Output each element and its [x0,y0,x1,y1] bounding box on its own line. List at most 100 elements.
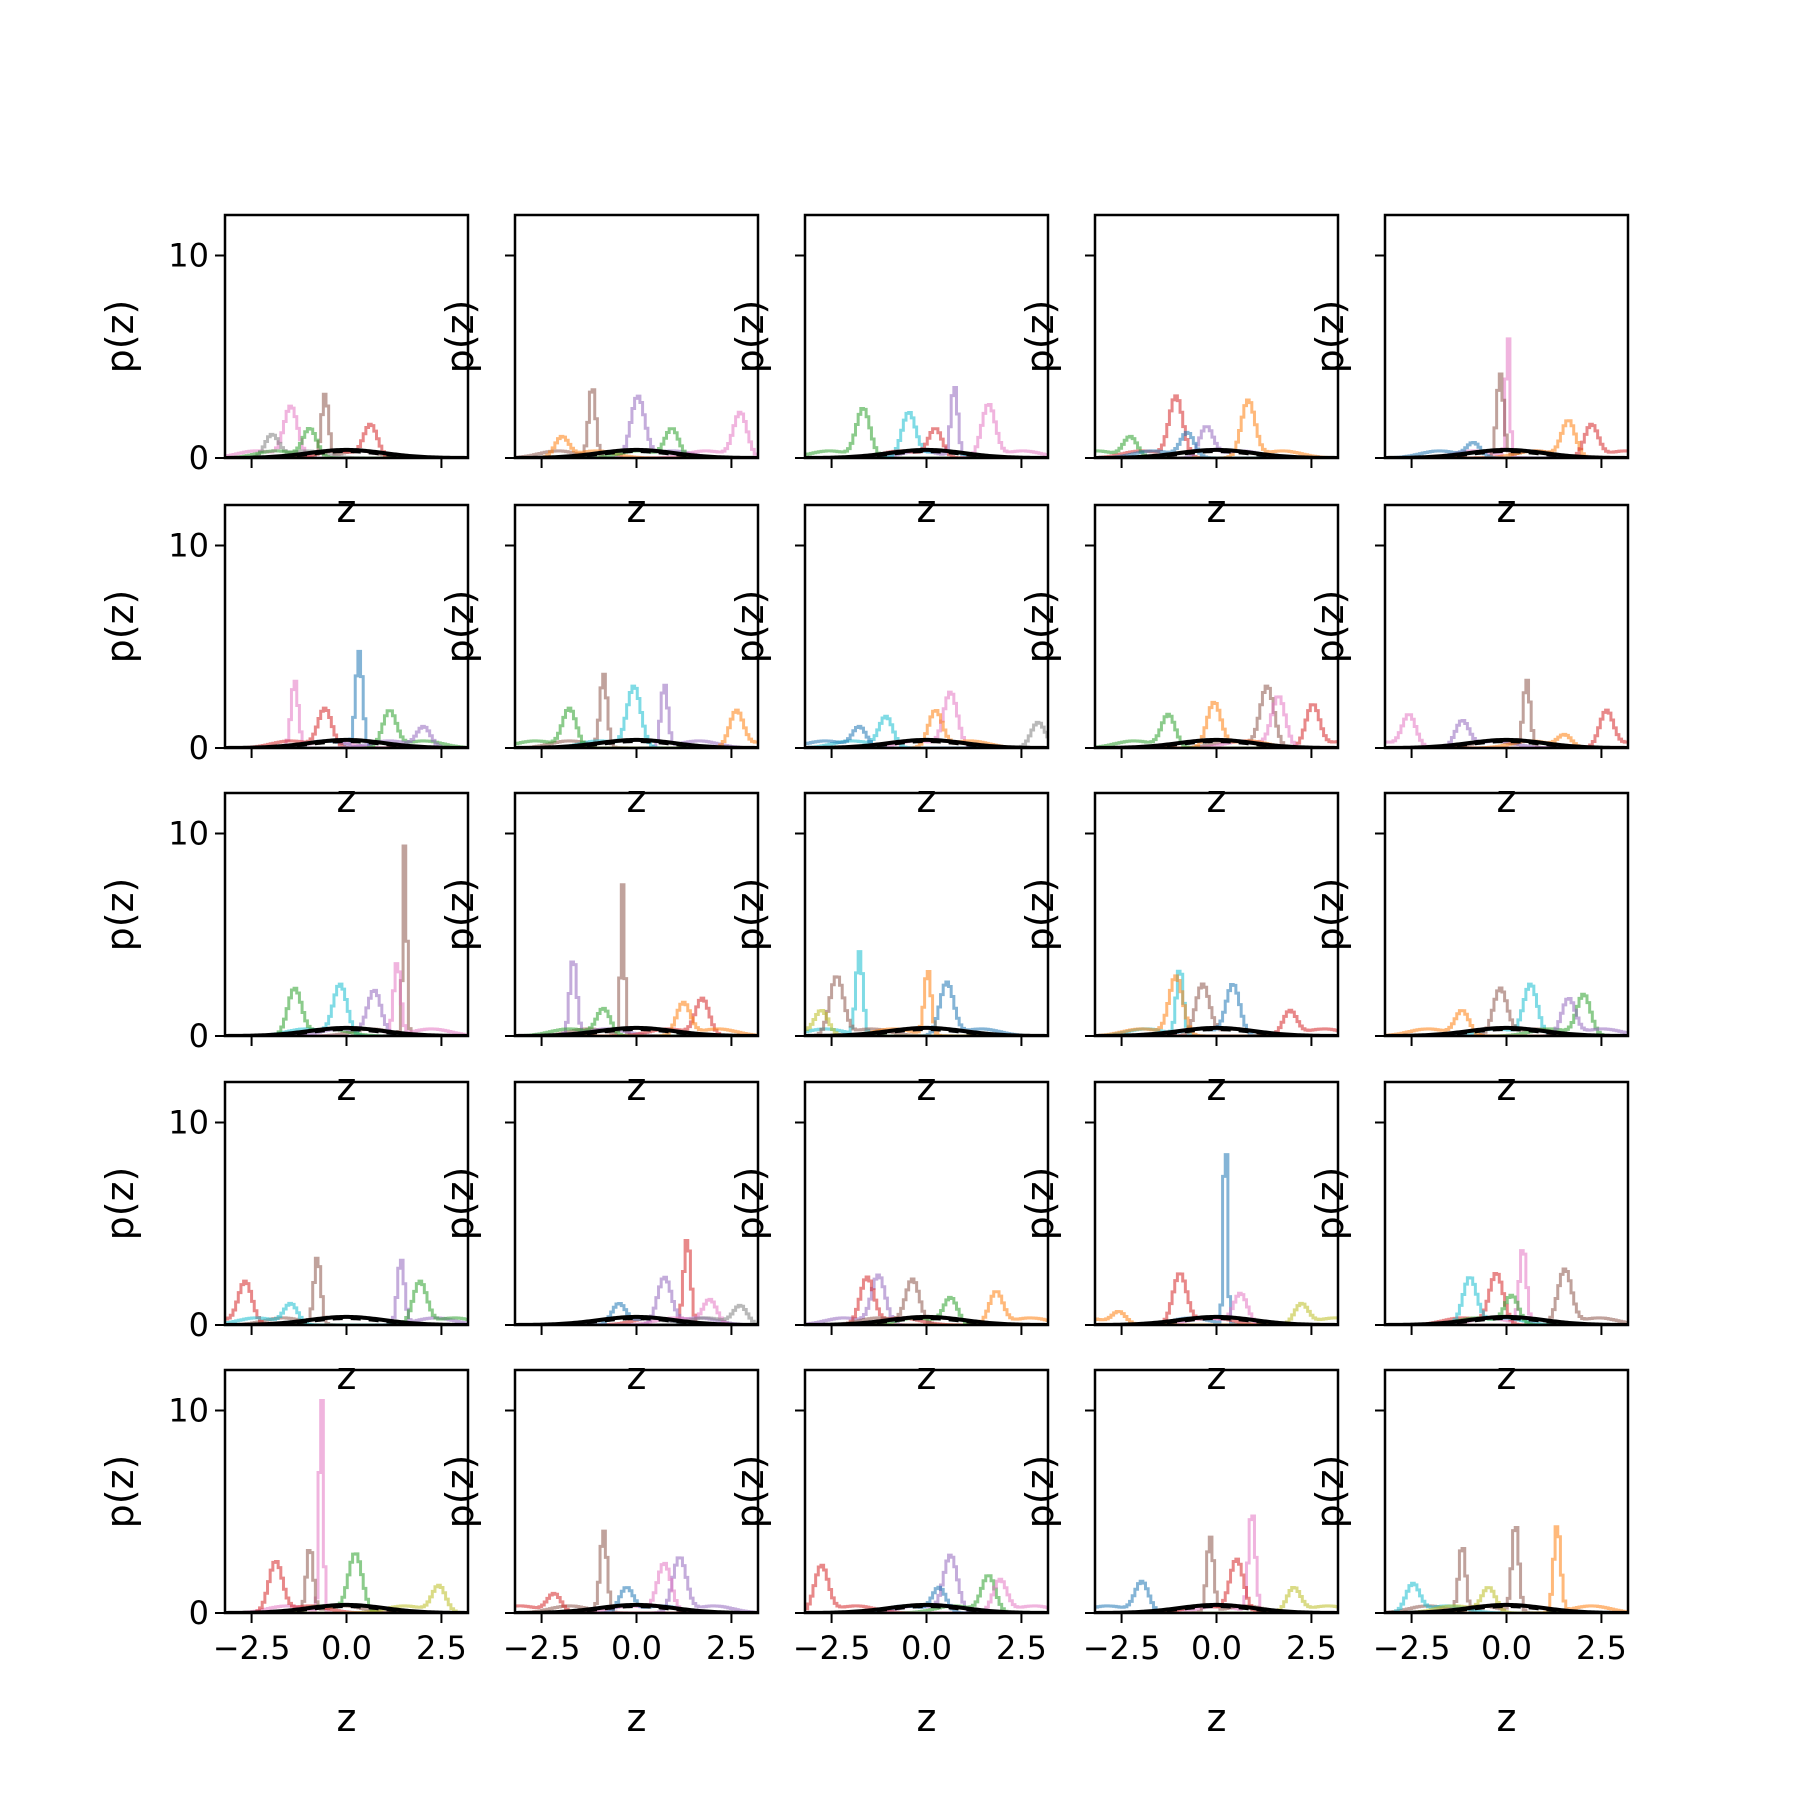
plot-area [805,690,1048,748]
subplot-2: z p(z) [438,213,760,531]
plot-area [1095,1153,1338,1325]
series-line [805,975,1048,1036]
y-tick-label: 0 [189,1017,209,1055]
series-line [225,1279,468,1325]
axes-frame [1383,1080,1630,1327]
x-tick-label: −2.5 [793,1629,871,1667]
plot-area [515,883,758,1036]
plot-area [1095,394,1338,458]
x-tick-label: 2.5 [1286,1629,1337,1667]
x-axis-label: z [337,777,357,821]
y-axis-label: p(z) [438,1167,482,1241]
y-axis-label: p(z) [1018,590,1062,664]
y-axis-label: p(z) [1308,1167,1352,1241]
x-axis-label: z [1497,777,1517,821]
axes-frame [803,791,1050,1038]
x-axis-label: z [917,1065,937,1109]
series-line [1385,1581,1628,1613]
y-axis-label: p(z) [438,300,482,374]
y-tick-label: 10 [168,527,209,565]
series-line [515,996,758,1036]
series-line [1385,372,1628,458]
series-line [1095,974,1338,1036]
subplot-1: 0 10 z p(z) [98,213,470,531]
series-line [1095,1291,1338,1325]
y-tick-label: 0 [189,439,209,477]
subplot-3: z p(z) [728,213,1050,531]
y-axis-label: p(z) [728,590,772,664]
series-line [1385,678,1628,748]
x-tick-label: 0.0 [1191,1629,1242,1667]
series-line [515,1006,758,1036]
y-axis-label: p(z) [98,1167,142,1241]
series-line [515,883,758,1036]
series-line [515,1591,758,1613]
subplot-8: z p(z) [728,503,1050,821]
x-axis-label: z [1207,487,1227,531]
plot-area [225,649,468,748]
x-axis-label: z [627,1065,647,1109]
x-tick-label: 2.5 [996,1629,1047,1667]
y-axis-label: p(z) [98,300,142,374]
x-axis-label: z [1497,1696,1517,1740]
y-axis-label: p(z) [1308,590,1352,664]
series-line [515,434,758,458]
subplot-23: −2.5 0.0 2.5 z p(z) [728,1368,1050,1740]
series-line [225,426,468,458]
x-axis-label: z [1207,1354,1227,1398]
axes-frame [513,213,760,460]
x-tick-label: 0.0 [1481,1629,1532,1667]
x-axis-label: z [1497,1354,1517,1398]
x-tick-label: −2.5 [1373,1629,1451,1667]
x-tick-label: 2.5 [706,1629,757,1667]
subplot-9: z p(z) [1018,503,1340,821]
series-line [805,720,1048,748]
y-axis-label: p(z) [1308,878,1352,952]
series-line [805,1009,1048,1036]
x-axis-label: z [917,1354,937,1398]
x-axis-label: z [627,1354,647,1398]
subplot-16: 0 10 z p(z) [98,1080,470,1398]
series-line [1095,1301,1338,1325]
series-line [1385,708,1628,748]
series-line [1095,398,1338,458]
x-axis-label: z [627,777,647,821]
x-axis-label: z [1207,1696,1227,1740]
plot-area [515,672,758,748]
x-tick-label: −2.5 [1083,1629,1161,1667]
x-axis-label: z [627,1696,647,1740]
x-tick-label: 2.5 [1576,1629,1627,1667]
axes-frame [1093,791,1340,1038]
plot-area [1385,1249,1628,1325]
x-axis-label: z [917,777,937,821]
x-axis-label: z [1207,777,1227,821]
y-axis-label: p(z) [438,1455,482,1529]
subplot-5: z p(z) [1308,213,1630,531]
y-tick-label: 0 [189,1594,209,1632]
subplot-25: −2.5 0.0 2.5 z p(z) [1308,1368,1630,1740]
subplot-grid: 0 10 z p(z) z p(z) z p(z) z p(z) z p(z) 0 10 z p(z) z p(z… [98,213,1630,1740]
y-axis-label: p(z) [98,1455,142,1529]
series-line [1095,394,1338,458]
y-axis-label: p(z) [728,300,772,374]
series-line [1385,440,1628,458]
y-axis-label: p(z) [438,878,482,952]
plot-area [1385,1525,1628,1613]
axes-frame [1093,1080,1340,1327]
series-line [1385,992,1628,1036]
y-tick-label: 10 [168,815,209,853]
y-tick-label: 10 [168,1392,209,1430]
x-axis-label: z [337,1065,357,1109]
subplot-15: z p(z) [1308,791,1630,1109]
series-line [225,1583,468,1613]
x-axis-label: z [1207,1065,1227,1109]
plot-area [225,1398,468,1613]
y-axis-label: p(z) [1308,300,1352,374]
series-line [1385,713,1628,748]
subplot-20: z p(z) [1308,1080,1630,1398]
x-axis-label: z [917,487,937,531]
subplot-21: −2.5 0.0 2.5 0 10 z p(z) [98,1368,470,1740]
plot-area [805,1273,1048,1325]
y-tick-label: 0 [189,1306,209,1344]
axes-frame [803,503,1050,750]
